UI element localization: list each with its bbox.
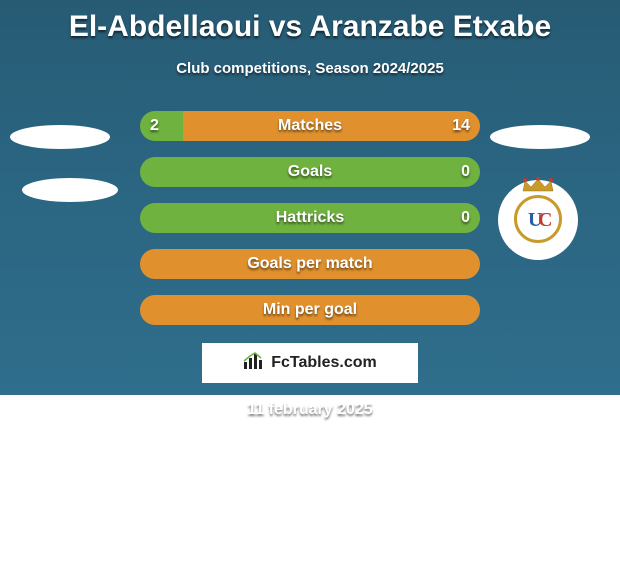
stat-value-right: 14 bbox=[452, 111, 470, 141]
stat-label: Min per goal bbox=[140, 295, 480, 325]
stat-value-left: 2 bbox=[150, 111, 159, 141]
infographic-container: El-Abdellaoui vs Aranzabe Etxabe Club co… bbox=[0, 0, 620, 419]
crown-icon bbox=[521, 177, 555, 193]
right-club-logo: U C bbox=[498, 180, 578, 260]
chart-bars-icon bbox=[243, 352, 265, 375]
left-player-avatar-placeholder bbox=[10, 125, 110, 149]
club-crest: U C bbox=[508, 183, 568, 257]
stat-label: Goals per match bbox=[140, 249, 480, 279]
page-subtitle: Club competitions, Season 2024/2025 bbox=[0, 60, 620, 77]
left-club-logo-placeholder bbox=[22, 178, 118, 202]
stat-value-right: 0 bbox=[461, 157, 470, 187]
club-monogram: U C bbox=[514, 195, 562, 243]
right-player-avatar-placeholder bbox=[490, 125, 590, 149]
infographic-date: 11 february 2025 bbox=[0, 401, 620, 419]
stat-row: Hattricks0 bbox=[140, 203, 480, 233]
stat-label: Goals bbox=[140, 157, 480, 187]
stat-label: Hattricks bbox=[140, 203, 480, 233]
stat-value-right: 0 bbox=[461, 203, 470, 233]
page-title: El-Abdellaoui vs Aranzabe Etxabe bbox=[0, 10, 620, 44]
stat-row: Matches2 14 bbox=[140, 111, 480, 141]
stat-row: Goals per match bbox=[140, 249, 480, 279]
svg-text:C: C bbox=[538, 209, 552, 231]
brand-text: FcTables.com bbox=[271, 354, 377, 372]
stat-row: Min per goal bbox=[140, 295, 480, 325]
stat-row: Goals0 bbox=[140, 157, 480, 187]
stat-label: Matches bbox=[140, 111, 480, 141]
brand-badge: FcTables.com bbox=[202, 343, 418, 383]
